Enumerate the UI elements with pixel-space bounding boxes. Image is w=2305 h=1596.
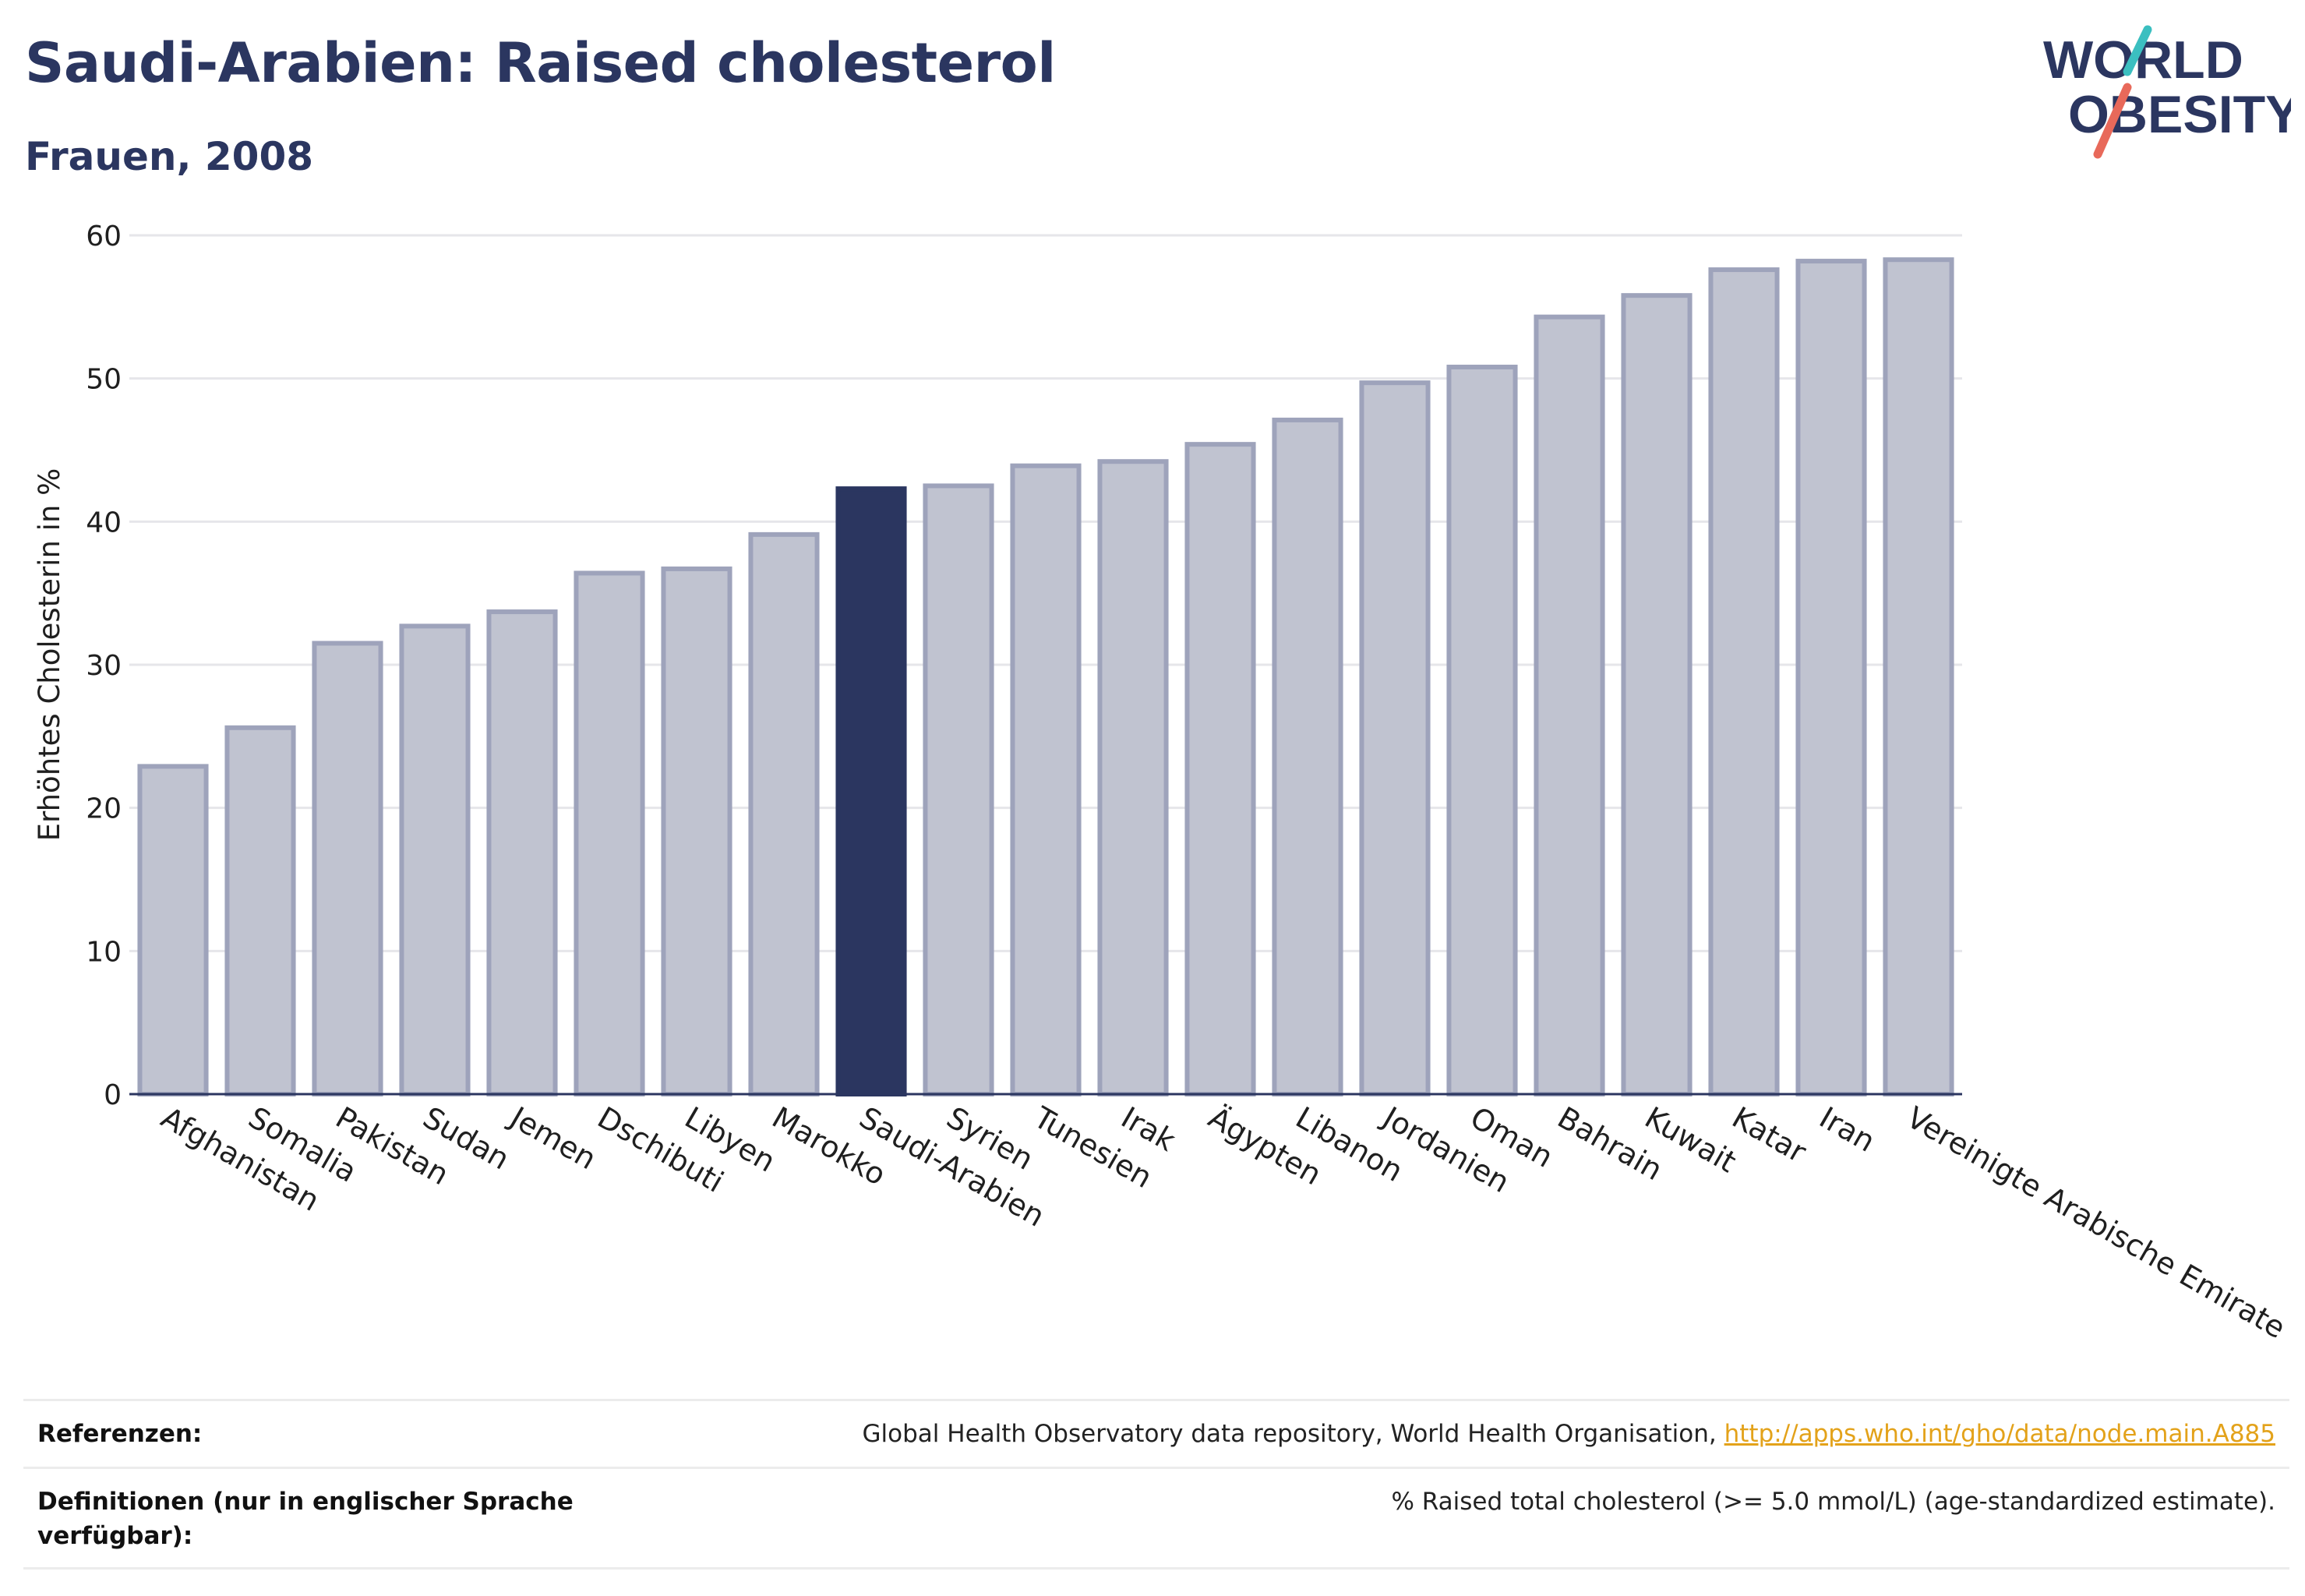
bar-chart: 0102030405060AfghanistanSomaliaPakistanS…	[33, 221, 2292, 1346]
references-row: Referenzen: Global Health Observatory da…	[23, 1399, 2289, 1467]
references-text: Global Health Observatory data repositor…	[862, 1420, 1724, 1448]
y-tick-label: 30	[86, 650, 122, 682]
y-tick-label: 60	[86, 221, 122, 252]
bar-somalia	[224, 725, 296, 1097]
y-tick-label: 20	[86, 793, 122, 825]
bar-kuwait	[1621, 293, 1693, 1096]
bar-sudan	[399, 623, 471, 1096]
y-axis-label: Erhöhtes Cholesterin in %	[33, 468, 66, 842]
y-tick-label: 50	[86, 364, 122, 396]
bars	[137, 257, 1954, 1097]
logo-slash-teal	[2123, 25, 2152, 76]
world-obesity-logo: WORLD OBESITY	[2043, 25, 2291, 159]
bar--gypten	[1184, 442, 1256, 1096]
y-tick-label: 0	[104, 1079, 122, 1111]
references-table: Referenzen: Global Health Observatory da…	[23, 1399, 2289, 1570]
bar-libyen	[661, 566, 732, 1096]
bar-vereinigte-arabische-emirate	[1883, 257, 1954, 1096]
references-link[interactable]: http://apps.who.int/gho/data/node.main.A…	[1724, 1420, 2275, 1448]
chart-title: Saudi-Arabien: Raised cholesterol	[25, 31, 1056, 95]
references-value: Global Health Observatory data repositor…	[863, 1417, 2275, 1451]
bar-afghanistan	[137, 764, 209, 1096]
definitions-label: Definitionen (nur in englischer Sprache …	[37, 1488, 574, 1550]
x-tick-label: Vereinigte Arabische Emirate	[1901, 1100, 2292, 1346]
bar-libanon	[1272, 417, 1343, 1096]
bar-iran	[1795, 259, 1867, 1096]
y-tick-label: 40	[86, 507, 122, 538]
bar-jemen	[486, 609, 558, 1096]
definitions-value: % Raised total cholesterol (>= 5.0 mmol/…	[1391, 1488, 2275, 1516]
bar-bahrain	[1534, 314, 1605, 1096]
x-tick-label: Katar	[1727, 1100, 1813, 1170]
bar-saudi-arabien	[835, 486, 907, 1096]
chart-subtitle: Frauen, 2008	[25, 134, 314, 179]
bar-katar	[1708, 267, 1780, 1097]
bar-irak	[1097, 459, 1169, 1096]
bar-jordanien	[1359, 380, 1431, 1096]
x-tick-label: Iran	[1814, 1100, 1881, 1159]
bar-marokko	[748, 531, 820, 1096]
bar-oman	[1446, 364, 1518, 1096]
logo-slash-coral	[2093, 83, 2132, 159]
bar-syrien	[923, 483, 994, 1096]
x-tick-label: Jemen	[503, 1100, 602, 1177]
bar-dschibuti	[574, 570, 645, 1096]
y-tick-label: 10	[86, 936, 122, 968]
definitions-row: Definitionen (nur in englischer Sprache …	[23, 1467, 2289, 1570]
references-label: Referenzen:	[37, 1420, 203, 1448]
bar-pakistan	[312, 641, 383, 1096]
bar-tunesien	[1010, 463, 1082, 1096]
